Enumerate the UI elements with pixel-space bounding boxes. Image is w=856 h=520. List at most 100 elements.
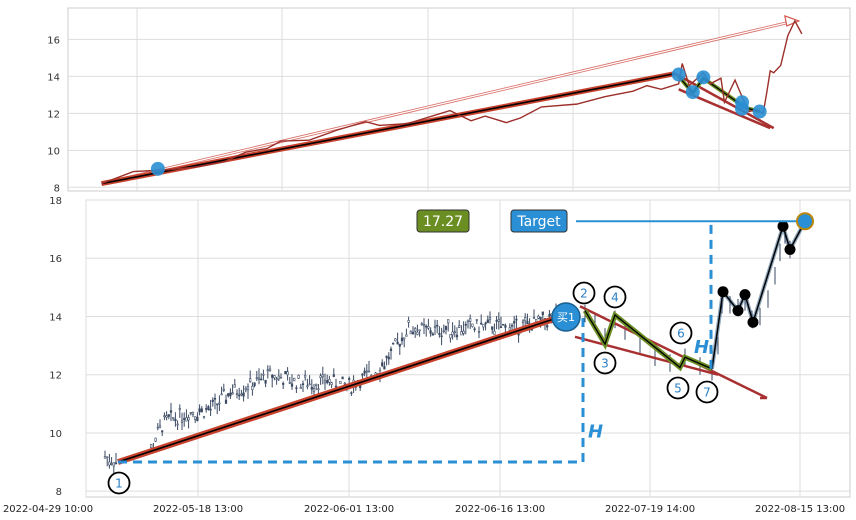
candle-body: [539, 316, 542, 320]
candle-body: [238, 394, 241, 397]
candle-body: [350, 392, 353, 394]
bottom-breakout-dot: [777, 220, 789, 232]
top-pivot-marker: [685, 85, 700, 100]
candle-body: [447, 319, 450, 324]
pivot-circle: [669, 321, 693, 345]
pivot-label: 1: [115, 477, 123, 491]
candle-body: [394, 338, 397, 342]
candle-body: [486, 319, 489, 324]
candle-body: [418, 329, 421, 332]
candle-body: [240, 393, 243, 396]
candle-body: [273, 375, 276, 379]
candle-body: [233, 384, 236, 388]
pivot-circle: [572, 281, 596, 305]
top-pivot-marker: [752, 104, 767, 119]
candle-body: [488, 317, 492, 321]
candle-body: [398, 343, 401, 347]
candle-body: [453, 331, 456, 333]
candle-body: [189, 412, 192, 414]
candle-body: [405, 334, 408, 337]
candle-body: [231, 392, 234, 395]
pivot-circle: [666, 376, 690, 400]
target-box: [510, 209, 568, 233]
candle-body: [458, 325, 461, 328]
buy-marker: [551, 302, 581, 332]
candle-body: [200, 408, 203, 413]
candle-body: [103, 456, 107, 459]
candle-body: [480, 322, 483, 325]
candle-body: [196, 416, 199, 422]
candle-body: [150, 443, 153, 449]
candle-body: [526, 320, 529, 325]
candle-body: [464, 323, 467, 326]
candle-body: [290, 383, 294, 387]
top-y-tick-label: 8: [54, 183, 60, 194]
candle-body: [495, 320, 498, 322]
candle-body: [282, 383, 285, 385]
candle-body: [367, 370, 371, 373]
candle-body: [110, 463, 113, 465]
candle-body: [332, 374, 335, 377]
top-pivot-marker: [696, 70, 711, 85]
bottom-y-tick-label: 14: [49, 312, 62, 323]
candle-body: [293, 377, 296, 382]
candle-body: [504, 325, 507, 328]
candle-body: [246, 386, 250, 391]
candle-body: [169, 410, 173, 413]
top-pivot-marker: [671, 67, 686, 82]
candle-body: [207, 406, 210, 410]
candle-body: [216, 403, 219, 406]
candle-body: [339, 381, 342, 384]
candle-body: [229, 392, 232, 397]
bottom-gridlines: [85, 199, 850, 497]
bottom-y-tick-labels: 8 10 12 14 16 18: [49, 196, 62, 498]
candle-body: [180, 420, 184, 423]
bottom-x-tick-label: 2022-08-15 13:00: [755, 504, 845, 515]
candle-body: [427, 326, 430, 329]
candle-body: [156, 426, 159, 429]
candle-body: [473, 328, 476, 331]
candle-body: [323, 379, 327, 384]
candle-body: [466, 319, 470, 322]
candle-body: [220, 393, 223, 396]
candle-body: [431, 333, 434, 336]
candle-body: [249, 378, 252, 382]
pivot-label: 6: [677, 327, 685, 341]
bottom-breakout-dot: [739, 289, 751, 301]
candle-body: [403, 337, 406, 340]
candle-body: [227, 393, 230, 397]
candlesticks: [103, 226, 791, 476]
candle-body: [319, 375, 322, 379]
candle-body: [387, 356, 390, 360]
bottom-breakout-dot: [732, 305, 744, 317]
candle-body: [438, 332, 441, 336]
bottom-x-tick-label: 2022-06-16 13:00: [455, 504, 545, 515]
candle-body: [106, 456, 109, 459]
candle-body: [308, 383, 311, 386]
buy-marker-label: 买1: [557, 311, 575, 324]
bottom-x-tick-label: 2022-07-19 14:00: [605, 504, 695, 515]
candle-body: [183, 418, 186, 420]
candle-body: [286, 371, 289, 376]
candle-body: [275, 378, 278, 381]
candle-body: [154, 437, 157, 442]
candle-body: [433, 325, 437, 328]
candle-body: [178, 408, 181, 410]
candle-body: [524, 317, 527, 321]
candle-body: [546, 325, 549, 328]
candle-body: [484, 322, 487, 325]
candle-body: [389, 348, 393, 351]
candle-body: [194, 416, 197, 420]
candle-body: [260, 378, 263, 381]
candle-body: [288, 381, 291, 384]
candle-body: [422, 324, 426, 327]
candle-body: [436, 324, 439, 327]
candle-body: [513, 321, 516, 324]
top-y-tick-label: 16: [47, 35, 60, 46]
candle-body: [460, 331, 463, 336]
candle-body: [271, 374, 274, 378]
candle-body: [312, 388, 316, 393]
top-pivot-marker: [735, 101, 750, 116]
candle-body: [381, 362, 384, 366]
